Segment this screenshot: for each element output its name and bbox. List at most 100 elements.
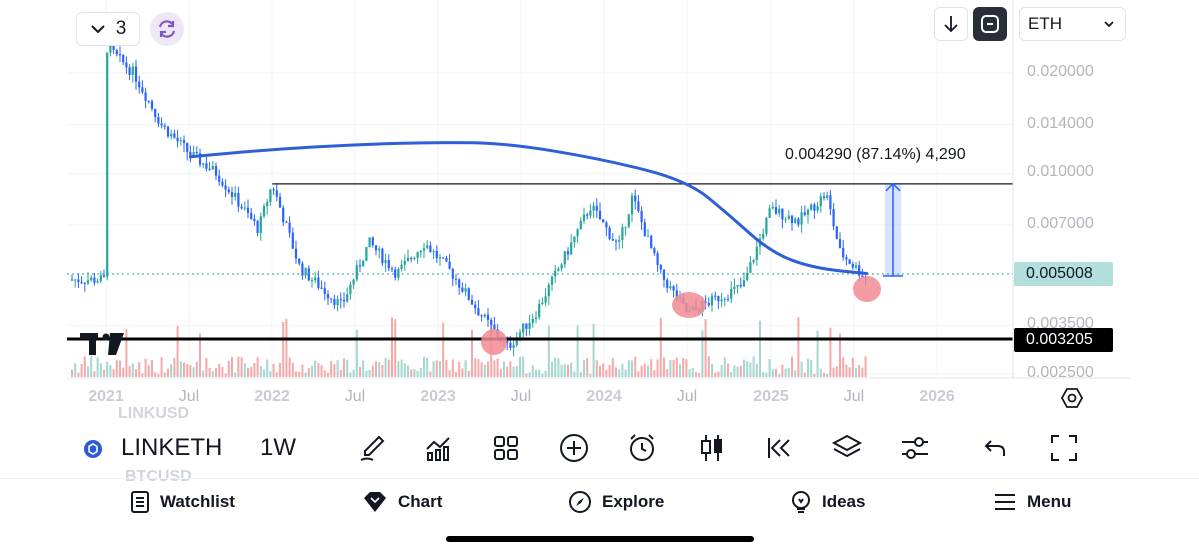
candle-body bbox=[752, 260, 755, 263]
fullscreen-chart-button[interactable] bbox=[973, 7, 1007, 41]
nav-chart[interactable]: Chart bbox=[362, 486, 442, 518]
layouts-icon[interactable] bbox=[486, 428, 526, 468]
symbol-name[interactable]: LINKETH bbox=[121, 434, 223, 461]
nav-menu-label: Menu bbox=[1027, 492, 1072, 511]
volume-bar bbox=[368, 369, 371, 377]
sync-button[interactable] bbox=[150, 12, 184, 46]
candle-body bbox=[90, 277, 93, 281]
settings-icon[interactable] bbox=[895, 428, 935, 468]
nav-chart-label: Chart bbox=[398, 492, 443, 511]
candle-body bbox=[710, 295, 714, 306]
prev-symbol[interactable]: LINKUSD bbox=[118, 405, 190, 422]
price-range-tool[interactable] bbox=[883, 182, 903, 277]
undo-icon[interactable] bbox=[975, 428, 1015, 468]
candle-body bbox=[342, 300, 346, 302]
candle-body bbox=[205, 163, 208, 169]
nav-watchlist[interactable]: Watchlist bbox=[130, 486, 235, 518]
candle-body bbox=[157, 117, 160, 124]
chart-settings-icon[interactable] bbox=[1060, 386, 1084, 410]
volume-bar bbox=[483, 364, 486, 377]
nav-ideas[interactable]: Ideas bbox=[790, 486, 865, 518]
volume-bar bbox=[717, 371, 720, 377]
volume-bar bbox=[359, 366, 361, 377]
nav-explore[interactable]: Explore bbox=[568, 486, 664, 518]
volume-bar bbox=[861, 367, 864, 377]
currency-select[interactable]: ETH bbox=[1019, 7, 1126, 41]
candle-body bbox=[653, 248, 656, 254]
candle-body bbox=[845, 257, 848, 260]
volume-bar bbox=[855, 368, 857, 377]
layout-count-button[interactable]: 3 bbox=[76, 12, 140, 46]
volume-bar bbox=[125, 329, 128, 377]
moving-average-line[interactable] bbox=[188, 141, 868, 276]
candle-body bbox=[544, 296, 547, 303]
download-button[interactable] bbox=[934, 7, 968, 41]
volume-bar bbox=[467, 370, 470, 377]
highlight-circle[interactable] bbox=[481, 329, 507, 355]
candle-body bbox=[272, 189, 275, 191]
candle-body bbox=[803, 212, 806, 215]
volume-bar bbox=[851, 357, 854, 377]
volume-bar bbox=[791, 356, 793, 377]
candle-body bbox=[813, 204, 816, 211]
highlight-circle[interactable] bbox=[853, 276, 881, 302]
chainlink-logo-icon bbox=[84, 440, 102, 458]
candle-body bbox=[403, 260, 406, 265]
candle-body bbox=[179, 140, 182, 142]
candle-body bbox=[819, 196, 822, 207]
candle-body bbox=[301, 263, 304, 276]
volume-bar bbox=[442, 322, 445, 377]
volume-bar bbox=[365, 370, 368, 377]
candle-body bbox=[768, 208, 771, 218]
fullscreen-icon[interactable] bbox=[1044, 428, 1084, 468]
add-icon[interactable] bbox=[554, 428, 594, 468]
volume-bar bbox=[730, 372, 733, 377]
volume-bar bbox=[823, 372, 825, 377]
volume-bar bbox=[397, 361, 400, 377]
home-indicator bbox=[446, 536, 754, 542]
volume-bar bbox=[477, 359, 480, 377]
volume-bar bbox=[807, 358, 809, 377]
candle-body bbox=[464, 288, 467, 292]
volume-bar bbox=[627, 360, 630, 377]
next-symbol[interactable]: BTCUSD bbox=[125, 468, 192, 485]
indicators-icon[interactable] bbox=[418, 428, 458, 468]
candle-body bbox=[362, 260, 365, 267]
candle-body bbox=[675, 290, 678, 300]
price-chart[interactable] bbox=[0, 0, 1199, 420]
volume-bar bbox=[682, 357, 685, 377]
candle-body bbox=[115, 49, 118, 55]
volume-bar bbox=[759, 320, 761, 377]
candle-body bbox=[435, 250, 438, 258]
volume-bar bbox=[720, 365, 723, 377]
candle-body bbox=[858, 265, 861, 276]
volume-bar bbox=[778, 373, 781, 377]
volume-bar bbox=[688, 369, 691, 377]
volume-bar bbox=[647, 365, 649, 377]
volume-bar bbox=[346, 359, 349, 377]
volume-bar bbox=[819, 368, 822, 377]
layers-icon[interactable] bbox=[827, 428, 867, 468]
volume-bar bbox=[643, 363, 646, 377]
highlight-circle[interactable] bbox=[672, 292, 706, 318]
candle-body bbox=[131, 66, 134, 75]
candle-body bbox=[547, 284, 550, 297]
candle-body bbox=[208, 168, 211, 170]
hamburger-icon bbox=[993, 492, 1017, 512]
brush-icon[interactable] bbox=[352, 428, 392, 468]
support-price-tag: 0.003205 bbox=[1014, 328, 1113, 352]
highlight-circles[interactable] bbox=[481, 276, 881, 355]
candles-icon[interactable] bbox=[692, 428, 732, 468]
replay-icon[interactable] bbox=[758, 428, 798, 468]
candle-body bbox=[432, 250, 435, 253]
candle-body bbox=[602, 219, 605, 223]
volume-bar bbox=[215, 368, 217, 377]
candle-body bbox=[438, 257, 442, 259]
alert-icon[interactable] bbox=[622, 428, 662, 468]
candle-body bbox=[506, 340, 509, 343]
volume-bar bbox=[736, 366, 739, 377]
candle-body bbox=[371, 237, 374, 246]
interval-button[interactable]: 1W bbox=[260, 434, 296, 461]
nav-menu[interactable]: Menu bbox=[993, 486, 1071, 518]
volume-bar bbox=[237, 356, 240, 377]
